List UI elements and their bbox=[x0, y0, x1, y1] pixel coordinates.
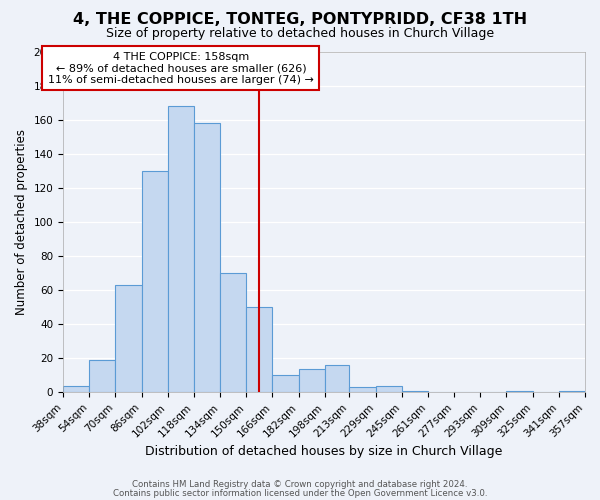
Y-axis label: Number of detached properties: Number of detached properties bbox=[15, 129, 28, 315]
Bar bbox=[325, 365, 349, 392]
Bar bbox=[559, 390, 585, 392]
Bar bbox=[194, 123, 220, 392]
Bar bbox=[299, 368, 325, 392]
Text: 4, THE COPPICE, TONTEG, PONTYPRIDD, CF38 1TH: 4, THE COPPICE, TONTEG, PONTYPRIDD, CF38… bbox=[73, 12, 527, 28]
X-axis label: Distribution of detached houses by size in Church Village: Distribution of detached houses by size … bbox=[145, 444, 503, 458]
Text: 4 THE COPPICE: 158sqm
← 89% of detached houses are smaller (626)
11% of semi-det: 4 THE COPPICE: 158sqm ← 89% of detached … bbox=[48, 52, 314, 84]
Bar bbox=[168, 106, 194, 393]
Bar bbox=[272, 376, 299, 392]
Bar bbox=[376, 386, 402, 392]
Bar bbox=[89, 360, 115, 392]
Text: Contains HM Land Registry data © Crown copyright and database right 2024.: Contains HM Land Registry data © Crown c… bbox=[132, 480, 468, 489]
Bar bbox=[246, 307, 272, 392]
Bar bbox=[349, 388, 376, 392]
Bar bbox=[63, 386, 89, 392]
Bar bbox=[506, 390, 533, 392]
Text: Contains public sector information licensed under the Open Government Licence v3: Contains public sector information licen… bbox=[113, 488, 487, 498]
Bar bbox=[142, 171, 168, 392]
Bar bbox=[402, 390, 428, 392]
Bar bbox=[220, 273, 246, 392]
Bar bbox=[115, 285, 142, 393]
Text: Size of property relative to detached houses in Church Village: Size of property relative to detached ho… bbox=[106, 28, 494, 40]
